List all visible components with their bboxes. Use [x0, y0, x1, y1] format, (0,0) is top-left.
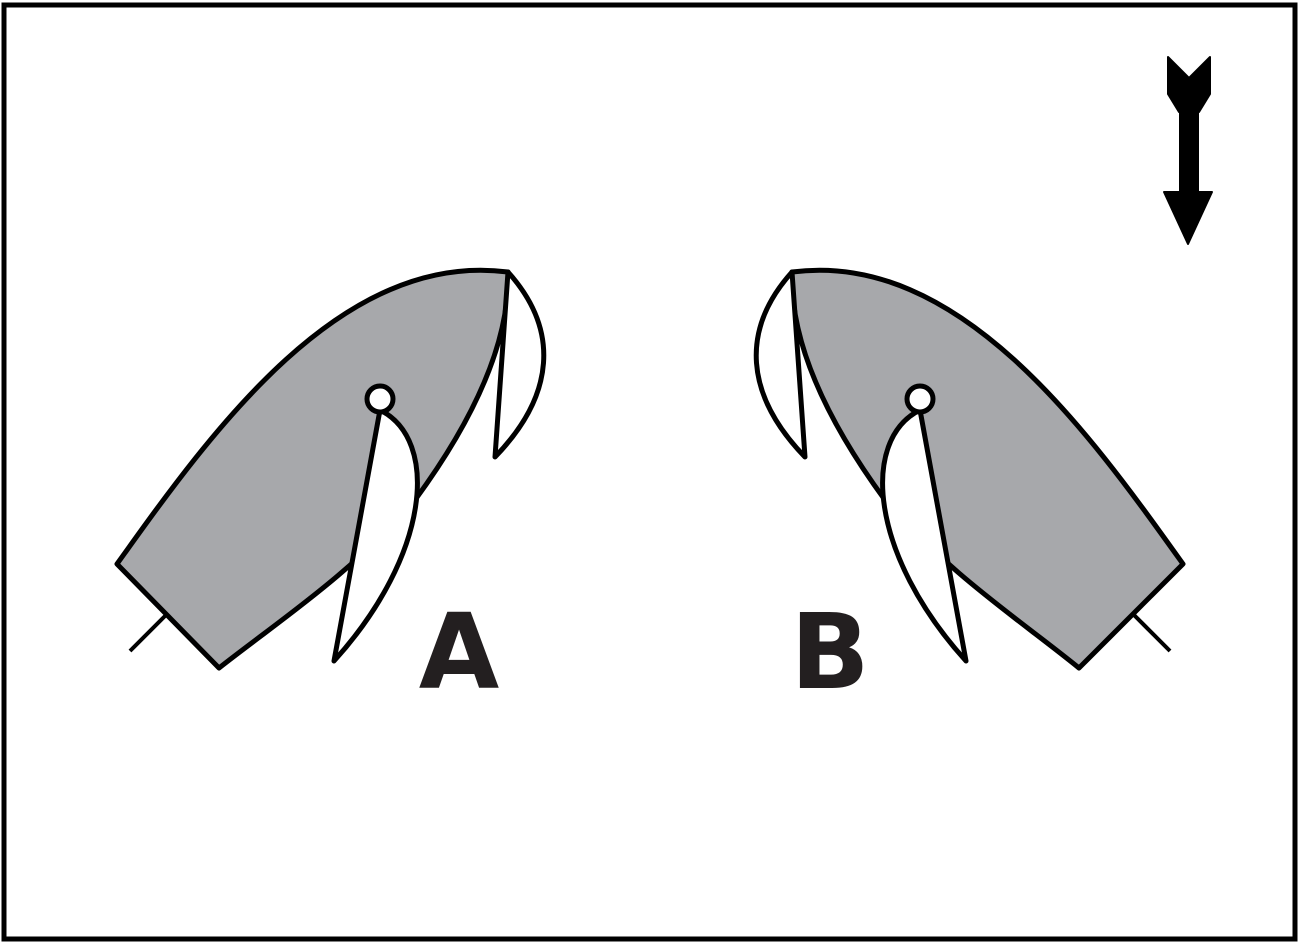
boat-a	[114, 267, 547, 671]
boat-b-tiller	[1132, 613, 1172, 653]
boat-b	[753, 267, 1186, 671]
label-b: B	[790, 591, 869, 713]
boat-b-mast	[904, 383, 936, 415]
boat-b-jib	[753, 269, 808, 460]
boat-b-mainsail	[880, 407, 969, 664]
boat-a-hull	[114, 267, 511, 671]
boat-b-hull	[789, 267, 1186, 671]
boat-a-mast	[364, 383, 396, 415]
boat-a-jib	[492, 269, 547, 460]
boat-a-tiller	[128, 613, 168, 653]
boat-a-mainsail	[331, 407, 420, 664]
wind-direction-arrow-icon	[1163, 56, 1213, 245]
label-a: A	[419, 591, 500, 713]
